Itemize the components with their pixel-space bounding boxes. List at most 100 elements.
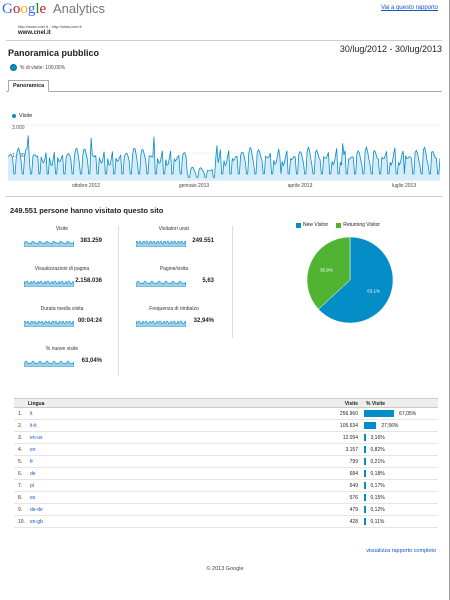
visits-value: 105.634 [339, 423, 358, 429]
metric-label: Visite [55, 226, 69, 232]
table-row: 8. es 576 0,15% [14, 492, 438, 504]
language-link[interactable]: en-us [30, 435, 43, 441]
language-table: Lingua Visite % Visite 1. it 256.960 67,05%… [14, 398, 438, 528]
full-report-link[interactable]: visualizza rapporto completo [366, 548, 436, 554]
table-row: 9. de-de 479 0,12% [14, 504, 438, 516]
date-range[interactable]: 30/lug/2012 - 30/lug/2013 [339, 44, 442, 54]
metric-value: 00:04:24 [77, 318, 102, 324]
x-tick-label: gennaio 2013 [179, 183, 210, 189]
sparkline [136, 280, 186, 287]
pct-bar [364, 506, 366, 513]
header-divider [6, 40, 442, 41]
col-pct-visits[interactable]: % Visite [366, 401, 386, 407]
metric-label: Pagine/visita [159, 266, 189, 272]
pct-bar [364, 518, 366, 525]
sparkline [24, 280, 74, 287]
section-divider [6, 196, 442, 197]
language-link[interactable]: en [30, 447, 36, 453]
go-to-report-link[interactable]: Vai a questo rapporto [381, 5, 438, 11]
metric-bounce-rate[interactable]: Frequenza di rimbalzo 32,94% [124, 304, 224, 338]
sparkline [136, 320, 186, 327]
pct-value: 0,12% [370, 507, 385, 513]
pie-label-new: 63.1% [367, 288, 380, 293]
visitor-type-pie: 63.1% 36.9% [306, 236, 394, 324]
visits-value: 479 [349, 507, 358, 513]
segment-dot-icon [10, 64, 17, 71]
row-index: 9. [18, 507, 23, 513]
table-row: 5. fr 799 0,21% [14, 456, 438, 468]
metric-unique-visitors[interactable]: Visitatori unici 249.551 [124, 224, 224, 258]
metric-divider [232, 226, 233, 338]
table-row: 3. en-us 12.094 3,16% [14, 432, 438, 444]
pct-bar [364, 470, 366, 477]
metric-value: 32,94% [193, 318, 214, 324]
metric-value: 383.259 [80, 238, 102, 244]
legend-new-visitor: New Visitor [296, 222, 328, 228]
metric-label: Visualizzazioni di pagina [34, 266, 90, 272]
language-link[interactable]: de-de [30, 507, 43, 513]
legend-returning-visitor: Returning Visitor [336, 222, 380, 228]
pie-legend: New Visitor Returning Visitor [296, 222, 380, 228]
metric-pages-per-visit[interactable]: Pagine/visita 5,63 [124, 264, 224, 298]
language-link[interactable]: it-it [30, 423, 37, 429]
sparkline [136, 240, 186, 247]
visits-value: 3.157 [345, 447, 358, 453]
visits-value: 649 [349, 483, 358, 489]
metric-value: 249.551 [192, 238, 214, 244]
pct-value: 0,17% [370, 483, 385, 489]
metric-pageviews[interactable]: Visualizzazioni di pagina 2.158.036 [12, 264, 112, 298]
language-link[interactable]: fr [30, 459, 34, 465]
pct-bar [364, 446, 366, 453]
pie-slice-returning-visitor[interactable] [306, 236, 351, 310]
pct-bar [364, 422, 377, 429]
row-index: 7. [18, 483, 23, 489]
metric-avg-visit-duration[interactable]: Durata media visita 00:04:24 [12, 304, 112, 338]
row-index: 8. [18, 495, 23, 501]
sparkline [24, 360, 74, 367]
tab-overview[interactable]: Panoramica [8, 80, 50, 92]
pct-bar [364, 494, 366, 501]
visits-value: 684 [349, 471, 358, 477]
metric-visits[interactable]: Visite 383.259 [12, 224, 112, 258]
pie-slice-new-visitor[interactable] [318, 236, 394, 324]
swatch-new-icon [296, 222, 301, 228]
col-language[interactable]: Lingua [28, 401, 45, 407]
metric-new-visits[interactable]: % nuove visite 63,04% [12, 344, 112, 378]
row-index: 4. [18, 447, 23, 453]
row-index: 6. [18, 471, 23, 477]
legend-label: New Visitor [303, 222, 329, 228]
col-visits[interactable]: Visite [344, 401, 358, 407]
visits-value: 428 [349, 519, 358, 525]
pct-value: 0,21% [370, 459, 385, 465]
language-link[interactable]: it [30, 411, 33, 417]
table-row: 10. en-gb 428 0,11% [14, 516, 438, 528]
language-link[interactable]: pl [30, 483, 34, 489]
segment-indicator: % di visite: 100,00% [10, 64, 65, 71]
language-link[interactable]: es [30, 495, 36, 501]
pct-value: 0,15% [370, 495, 385, 501]
visits-area [8, 135, 440, 180]
visits-line [8, 135, 440, 178]
page-title: Panoramica pubblico [8, 48, 100, 58]
x-tick-label: aprile 2013 [288, 183, 313, 189]
language-link[interactable]: en-gb [30, 519, 43, 525]
visits-value: 799 [349, 459, 358, 465]
pct-value: 27,56% [381, 423, 399, 429]
sparkline [24, 240, 74, 247]
table-header: Lingua Visite % Visite [14, 398, 438, 408]
metric-label: Durata media visita [40, 306, 84, 312]
visits-value: 576 [349, 495, 358, 501]
metric-divider [118, 226, 119, 376]
profile-urls: http://www.cnel.it - http://www.cnel.it [18, 24, 82, 29]
table-row: 6. de 684 0,18% [14, 468, 438, 480]
table-row: 2. it-it 105.634 27,56% [14, 420, 438, 432]
metric-label: % nuove visite [45, 346, 79, 352]
pct-bar [364, 410, 395, 417]
row-index: 10. [18, 519, 25, 525]
pie-label-returning: 36.9% [320, 268, 333, 273]
language-link[interactable]: de [30, 471, 36, 477]
row-index: 5. [18, 459, 23, 465]
metric-label: Visitatori unici [158, 226, 190, 232]
x-tick-label: ottobre 2012 [72, 183, 100, 189]
visits-value: 256.960 [339, 411, 358, 417]
